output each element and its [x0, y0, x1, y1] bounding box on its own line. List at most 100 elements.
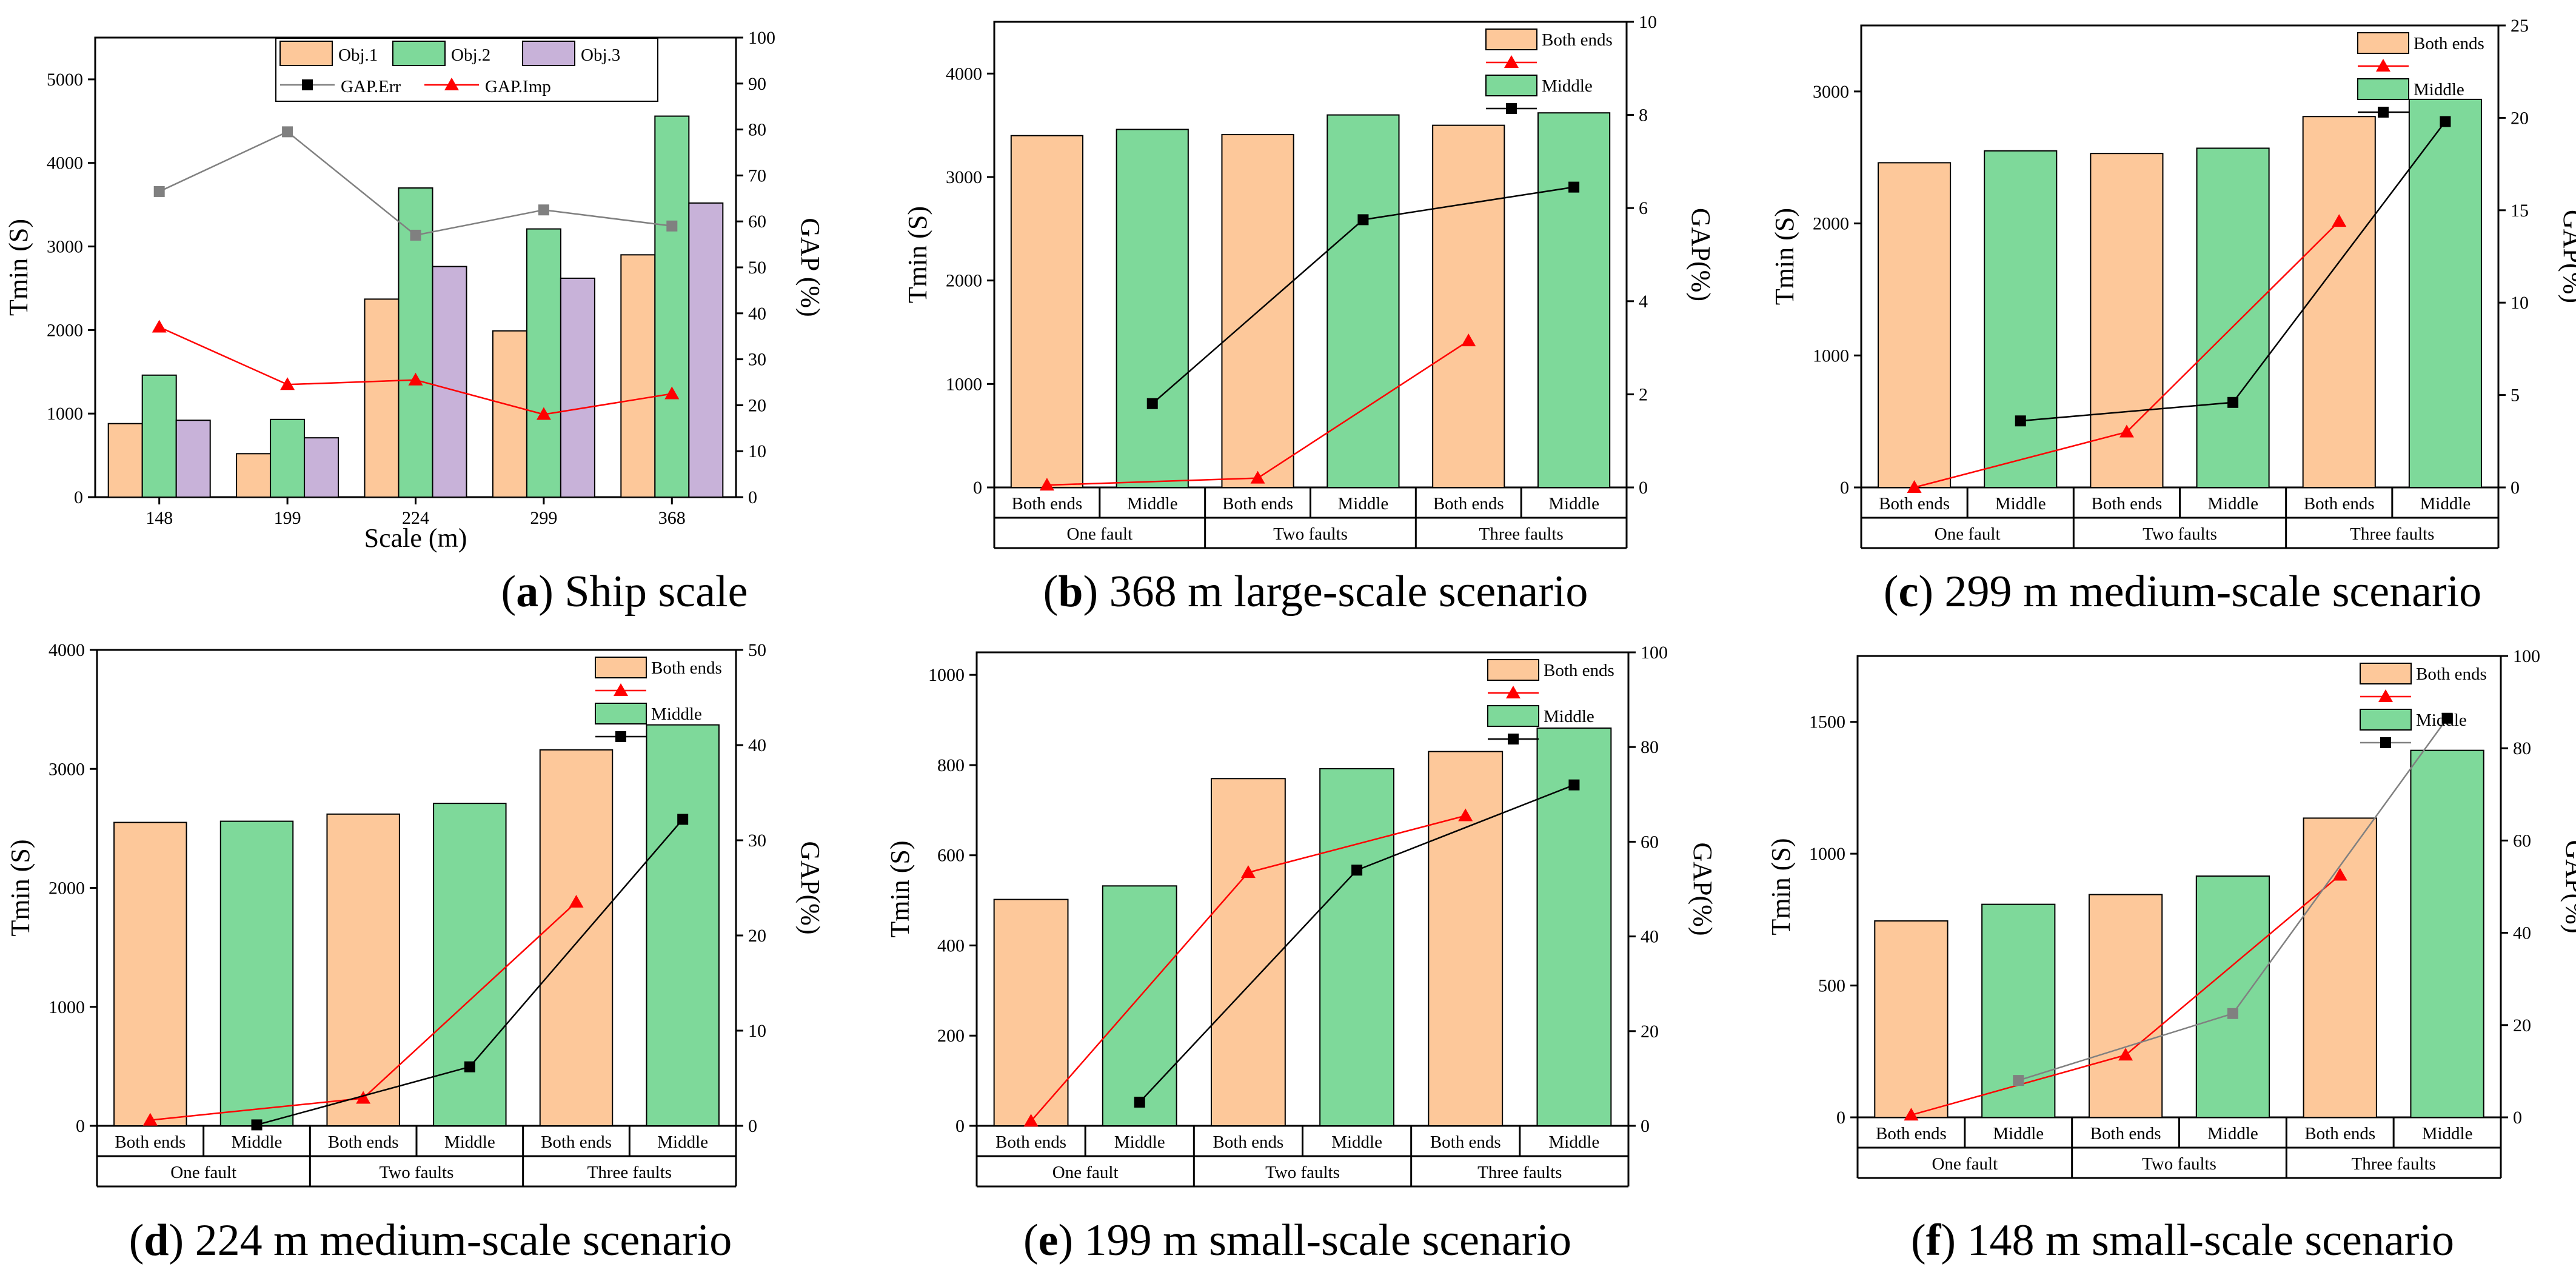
gap-point-middle: [2440, 116, 2451, 127]
y-tick-label: 2000: [49, 878, 85, 898]
x-category-label: Middle: [232, 1132, 283, 1152]
bar-obj1: [107, 423, 143, 498]
caption-text: Ship scale: [564, 567, 748, 617]
legend-box: [275, 38, 658, 102]
gap-point-both-ends: [2332, 868, 2347, 881]
gap-point-middle: [677, 814, 689, 825]
y-tick-label: 3000: [946, 167, 982, 187]
y2-tick-label: 15: [2511, 201, 2529, 221]
y2-tick-label: 50: [748, 640, 766, 660]
legend-label: Middle: [2414, 80, 2464, 99]
bar-middle: [1102, 885, 1177, 1126]
panel-caption: (b) 368 m large-scale scenario: [1043, 567, 1588, 617]
panel-caption: (d) 224 m medium-scale scenario: [129, 1216, 732, 1265]
y2-tick-label: 10: [748, 441, 766, 461]
legend-swatch: [2360, 663, 2412, 684]
legend: Both ends Middle: [1485, 28, 1613, 114]
y2-tick-label: 4: [1639, 292, 1648, 312]
y2-axis-title: GAP(%): [1686, 208, 1716, 301]
y2-tick-label: 60: [748, 212, 766, 232]
legend-swatch: [1485, 28, 1537, 50]
y-tick-label: 0: [1840, 478, 1849, 498]
y-axis-title: Tmin (S): [5, 839, 35, 936]
x-group-label: Two faults: [380, 1163, 454, 1182]
y2-tick-label: 10: [1639, 12, 1657, 32]
legend-marker: [302, 79, 313, 90]
caption-paren-open: (: [129, 1216, 144, 1265]
caption-text: 224 m medium-scale scenario: [195, 1216, 732, 1265]
legend-swatch: [595, 703, 647, 724]
legend-swatch: [392, 41, 446, 66]
legend-swatch: [1487, 659, 1539, 681]
gap-point-middle: [2227, 1008, 2238, 1019]
panel-caption: (c) 299 m medium-scale scenario: [1884, 567, 2481, 617]
x-axis-title: Scale (m): [364, 523, 467, 553]
y-tick-label: 800: [937, 755, 965, 775]
y2-tick-label: 80: [748, 120, 766, 140]
y2-axis-title: GAP(%): [795, 841, 825, 935]
legend-marker: [1508, 734, 1519, 744]
gap-point-both-ends: [1250, 470, 1265, 484]
gap-point-middle: [251, 1119, 263, 1131]
bar-both-ends: [539, 749, 614, 1126]
legend-label: Middle: [1544, 707, 1594, 726]
bar-both-ends: [1432, 124, 1505, 488]
x-group-label: Three faults: [2352, 1154, 2436, 1174]
bar-middle: [433, 803, 507, 1126]
gap-point-middle: [464, 1061, 475, 1072]
caption-paren-close: ): [538, 567, 564, 617]
caption-paren-close: ): [1941, 1216, 1967, 1265]
y2-tick-label: 100: [748, 28, 775, 48]
y-tick-label: 0: [76, 1116, 85, 1136]
point-gap-err: [410, 229, 421, 241]
y2-tick-label: 80: [1641, 737, 1659, 757]
x-category-label: Middle: [1338, 494, 1389, 514]
legend-marker: [1506, 686, 1521, 698]
y-tick-label: 1500: [1809, 712, 1845, 732]
legend: Both ends Middle: [595, 657, 722, 742]
x-category-label: Both ends: [1222, 494, 1293, 514]
x-category-label: Middle: [1549, 1132, 1600, 1152]
y-tick-label: 2000: [47, 320, 83, 340]
gap-point-both-ends: [1240, 865, 1256, 878]
y2-tick-label: 40: [2513, 923, 2531, 943]
panel-caption: (a) Ship scale: [501, 567, 748, 617]
legend-label: Middle: [2416, 711, 2467, 730]
y2-tick-label: 6: [1639, 198, 1648, 218]
point-gap-imp: [280, 377, 295, 390]
y-tick-label: 600: [937, 846, 965, 866]
y2-tick-label: 2: [1639, 384, 1648, 404]
bar-middle: [2195, 875, 2270, 1118]
x-category-label: Middle: [1127, 494, 1178, 514]
gap-point-both-ends: [2118, 1048, 2133, 1061]
x-group-label: Three faults: [587, 1163, 672, 1182]
y-tick-label: 0: [955, 1116, 965, 1136]
y2-axis-title: GAP(%): [2560, 840, 2576, 934]
chart-panel-d: 0 1000 2000 3000 4000 0 10 20 30 40 50 Tmin (S) GAP(…: [5, 640, 825, 1265]
legend-marker: [2376, 59, 2390, 72]
y-tick-label: 2000: [1813, 214, 1849, 234]
x-group-label: One fault: [1066, 524, 1132, 544]
bar-both-ends: [1428, 751, 1504, 1126]
caption-letter: b: [1058, 567, 1083, 617]
point-gap-err: [538, 204, 549, 216]
legend-marker: [1506, 103, 1517, 114]
legend-marker: [1504, 55, 1519, 68]
y2-tick-label: 30: [748, 831, 766, 851]
bar-both-ends: [113, 821, 187, 1126]
x-group-label: Two faults: [1265, 1163, 1340, 1182]
gap-point-both-ends: [1904, 1108, 1919, 1121]
gap-point-middle: [1134, 1096, 1145, 1108]
legend-marker: [2380, 737, 2391, 748]
y-tick-label: 1000: [946, 374, 982, 394]
gap-point-middle: [1351, 865, 1363, 876]
y2-tick-label: 20: [748, 395, 766, 415]
y2-tick-label: 0: [748, 487, 757, 507]
y2-tick-label: 0: [2513, 1108, 2522, 1128]
caption-text: 299 m medium-scale scenario: [1945, 567, 2482, 617]
y2-tick-label: 20: [748, 926, 766, 946]
bar-obj2: [654, 115, 690, 498]
x-tick-label: 368: [658, 508, 686, 528]
x-category-label: Middle: [2207, 1124, 2258, 1143]
